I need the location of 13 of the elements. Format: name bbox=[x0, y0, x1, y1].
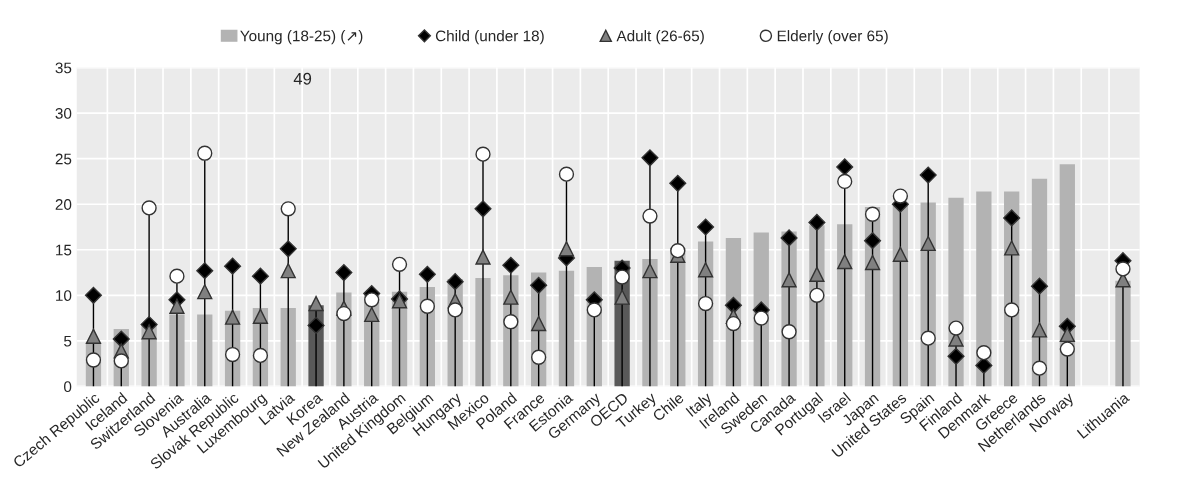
legend-label: Elderly (over 65) bbox=[777, 30, 888, 45]
y-tick-label: 35 bbox=[55, 62, 72, 74]
legend-label: Child (under 18) bbox=[435, 30, 544, 45]
y-tick-label: 10 bbox=[56, 290, 72, 302]
legend-label: Young (18-25) (↗) bbox=[240, 30, 363, 45]
y-tick-label: 20 bbox=[55, 199, 72, 210]
legend-label: Adult (26-65) bbox=[616, 30, 704, 45]
y-tick-label: 15 bbox=[56, 244, 72, 256]
y-tick-label: 30 bbox=[55, 108, 72, 119]
y-tick-label: 5 bbox=[64, 335, 72, 347]
y-tick-label: 0 bbox=[64, 381, 72, 393]
annotation: 49 bbox=[293, 72, 312, 85]
y-tick-label: 25 bbox=[55, 153, 72, 165]
